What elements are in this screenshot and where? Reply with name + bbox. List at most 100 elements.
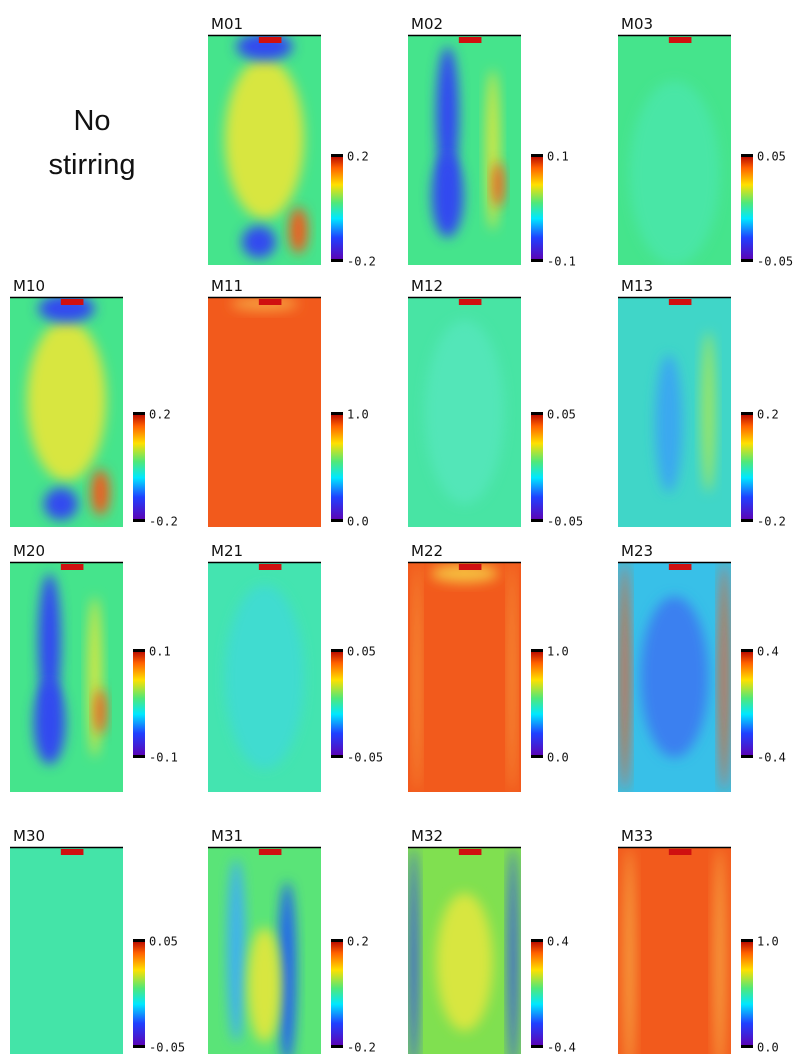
heatmap-region	[629, 81, 720, 265]
heatmap-spot	[60, 849, 84, 855]
colorbar-bottom	[741, 519, 753, 522]
colorbar-bottom	[531, 259, 543, 262]
heatmap-region	[409, 847, 419, 1054]
heatmap	[408, 35, 521, 265]
heatmap-spot	[458, 849, 482, 855]
panel: M12 0.05 -0.05	[408, 277, 583, 529]
heatmap-region	[38, 297, 95, 323]
colorbar-bottom	[331, 259, 343, 262]
heatmap-region	[623, 847, 635, 1054]
heatmap-region	[236, 35, 293, 61]
heatmap	[208, 562, 321, 792]
colorbar	[531, 940, 543, 1047]
heatmap-region	[413, 562, 421, 792]
colorbar-top	[133, 939, 145, 942]
colorbar	[331, 155, 343, 261]
colorbar	[331, 940, 343, 1047]
panel-label: M33	[621, 827, 653, 845]
heatmap-spot	[668, 37, 692, 43]
colorbar	[531, 650, 543, 757]
colorbar	[741, 650, 753, 757]
heatmap-spot	[668, 849, 692, 855]
colorbar-top	[331, 649, 343, 652]
colorbar	[741, 940, 753, 1047]
colorbar-bottom	[331, 1045, 343, 1048]
colorbar-max: 1.0	[547, 645, 569, 659]
heatmap-region	[701, 331, 716, 493]
colorbar-top	[531, 649, 543, 652]
heatmap-region	[655, 354, 683, 493]
panel: M33 1.0 0.0	[618, 827, 779, 1054]
colorbar-top	[331, 154, 343, 157]
colorbar-top	[133, 412, 145, 415]
colorbar-bottom	[531, 519, 543, 522]
panel: M23 0.4 -0.4	[618, 542, 786, 792]
colorbar-top	[531, 412, 543, 415]
colorbar-min: -0.2	[347, 255, 376, 269]
colorbar-top	[331, 939, 343, 942]
heatmap-spot	[60, 564, 84, 570]
panel-label: M12	[411, 277, 443, 295]
heatmap-base	[618, 847, 731, 1054]
colorbar-min: 0.0	[757, 1041, 779, 1054]
heatmap-spot	[258, 299, 282, 305]
colorbar-max: 0.05	[149, 935, 178, 949]
heatmap-region	[289, 207, 308, 254]
colorbar-top	[741, 649, 753, 652]
colorbar	[331, 413, 343, 521]
colorbar-max: 0.05	[757, 150, 786, 164]
heatmap-region	[224, 58, 305, 219]
colorbar-min: -0.4	[547, 1041, 576, 1054]
colorbar-min: -0.4	[757, 751, 786, 765]
panel-label: M31	[211, 827, 243, 845]
panel-label: M01	[211, 15, 243, 33]
heatmap-region	[719, 562, 729, 792]
colorbar-bottom	[133, 755, 145, 758]
panel-label: M02	[411, 15, 443, 33]
colorbar-max: 1.0	[347, 408, 369, 422]
colorbar-top	[133, 649, 145, 652]
panel: M13 0.2 -0.2	[618, 277, 786, 529]
colorbar	[133, 650, 145, 757]
panel-label: M32	[411, 827, 443, 845]
heatmap-region	[492, 161, 505, 208]
colorbar-top	[741, 154, 753, 157]
heatmap	[618, 297, 731, 527]
colorbar	[741, 155, 753, 261]
heatmap-base	[10, 562, 123, 792]
colorbar-max: 0.2	[347, 935, 369, 949]
panel: M20 0.1 -0.1	[10, 542, 178, 792]
colorbar-min: -0.05	[347, 751, 383, 765]
colorbar-top	[741, 412, 753, 415]
heatmap	[10, 847, 123, 1054]
panel-label: M30	[13, 827, 45, 845]
panel: M01 0.2 -0.2	[208, 15, 376, 269]
heatmap-region	[33, 681, 66, 765]
heatmap-region	[431, 154, 464, 238]
colorbar	[531, 413, 543, 521]
heatmap-region	[38, 573, 61, 712]
heatmap-region	[424, 320, 505, 504]
annotation-line: No	[73, 105, 110, 137]
colorbar-min: 0.0	[347, 515, 369, 529]
heatmap-region	[227, 858, 246, 1043]
heatmap	[10, 562, 123, 792]
heatmap	[208, 297, 321, 527]
colorbar-bottom	[531, 1045, 543, 1048]
colorbar-top	[531, 939, 543, 942]
colorbar-min: -0.1	[547, 255, 576, 269]
colorbar-bottom	[741, 259, 753, 262]
colorbar-min: -0.1	[149, 751, 178, 765]
colorbar-min: -0.05	[547, 515, 583, 529]
panel-label: M10	[13, 277, 45, 295]
colorbar-min: -0.2	[347, 1041, 376, 1054]
colorbar-max: 0.4	[547, 935, 569, 949]
heatmap-region	[508, 847, 518, 1054]
colorbar-max: 0.05	[547, 408, 576, 422]
heatmap	[408, 847, 521, 1054]
colorbar	[133, 413, 145, 521]
heatmap-region	[508, 562, 516, 792]
panel-label: M11	[211, 277, 243, 295]
heatmap-region	[640, 596, 709, 758]
panel: M02 0.1 -0.1	[408, 15, 576, 269]
